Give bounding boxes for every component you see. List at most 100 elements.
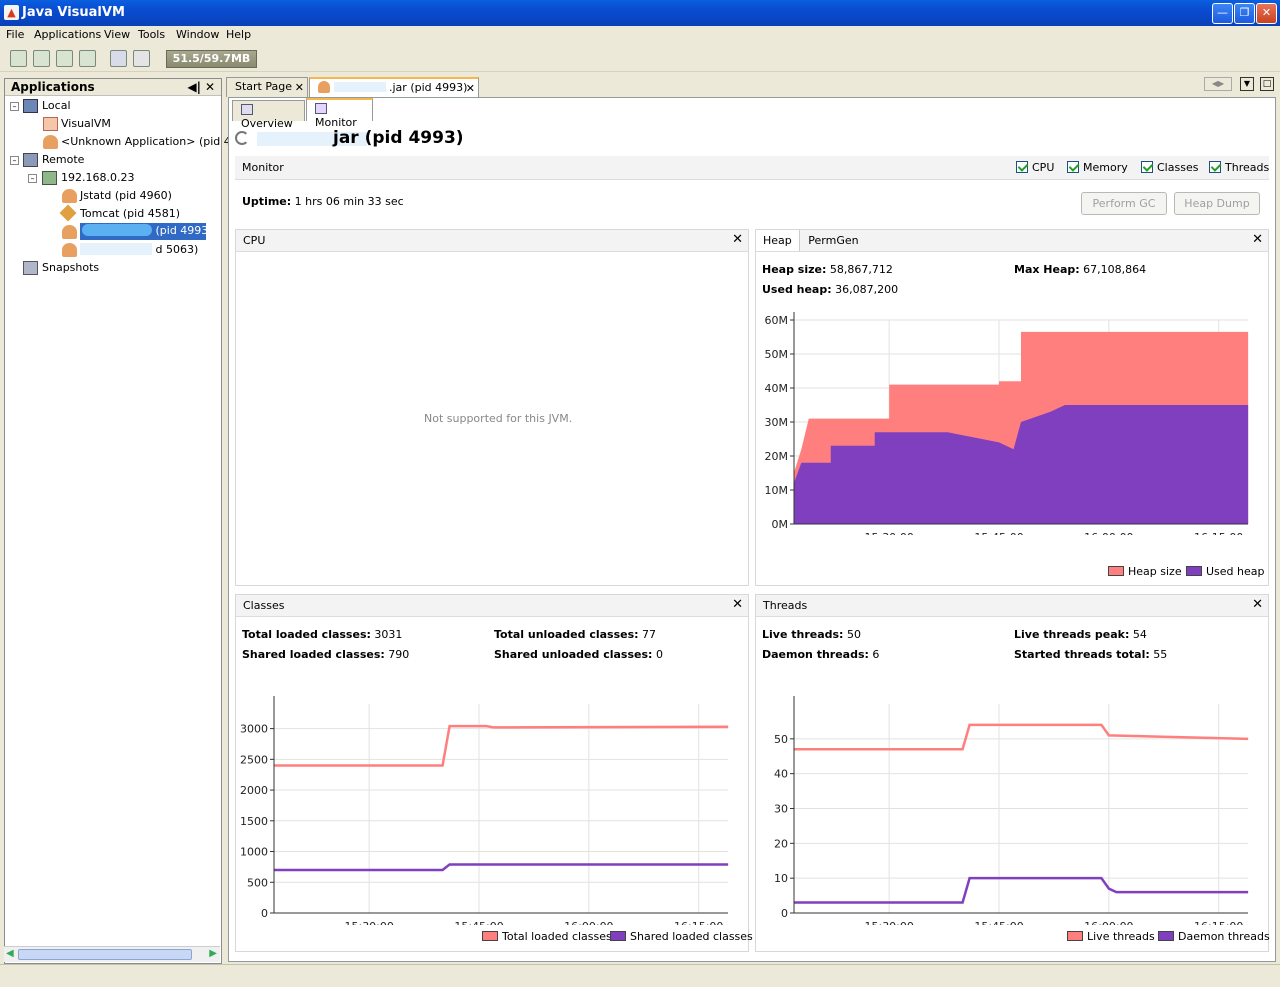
status-bar [0,964,1280,987]
scroll-tabs-icon[interactable]: ◀▶ [1204,77,1232,91]
close-panel-icon[interactable]: ✕ [204,80,215,94]
close-cpu-icon[interactable]: ✕ [732,232,743,247]
tab-application[interactable]: .jar (pid 4993) ✕ [309,77,479,97]
total-loaded-classes: Total loaded classes: 3031 [242,628,402,641]
tree-other-application[interactable]: d 5063) [80,242,198,258]
used-heap: Used heap: 36,087,200 [762,283,898,296]
window-titlebar: ▲ Java VisualVM [0,0,1280,26]
add-vm-coredump-icon[interactable] [56,50,73,67]
perform-gc-button[interactable]: Perform GC [1081,192,1167,215]
uptime: Uptime: 1 hrs 06 min 33 sec [242,195,404,208]
save-icon[interactable] [133,50,150,67]
legend-total-loaded-label: Total loaded classes [502,930,612,943]
tree-snapshots[interactable]: Snapshots [42,261,100,274]
menu-tools[interactable]: Tools [138,28,166,41]
tab-list-dropdown-icon[interactable]: ▼ [1240,77,1254,91]
close-tab-icon[interactable]: ✕ [465,82,475,95]
add-snapshot-icon[interactable] [79,50,96,67]
tree-jstatd[interactable]: Jstatd (pid 4960) [80,189,172,202]
menu-window[interactable]: Window [176,28,220,41]
applications-panel: Applications ◀| ✕ – Local VisualVM <Unkn… [4,78,245,964]
memory-checkbox[interactable]: Memory [1067,161,1128,174]
tree-local[interactable]: Local [42,99,71,112]
x-tick-label: 16:15:00 [1194,920,1243,925]
tree-remote[interactable]: Remote [42,153,85,166]
live-threads-peak-label: Live threads peak: [1014,628,1130,641]
heap-tab[interactable]: Heap [756,230,800,251]
y-tick-label: 1000 [240,846,268,859]
uptime-value: 1 hrs 06 min 33 sec [294,195,404,208]
menu-help[interactable]: Help [226,28,252,41]
minimize-panel-icon[interactable]: ◀| [187,80,201,94]
maximize-tab-icon[interactable]: □ [1260,77,1274,91]
heap-chart: 15:30:00 15:45:00 16:00:00 16:15:00 0M 10M 20M… [765,312,1249,535]
collapse-remote-icon[interactable]: – [10,156,19,165]
close-tab-icon[interactable]: ✕ [294,81,304,94]
add-remote-host-icon[interactable] [33,50,50,67]
threads-checkbox[interactable]: Threads [1209,161,1269,174]
tab-start-page[interactable]: Start Page ✕ [226,77,308,97]
load-snapshot-icon[interactable] [110,50,127,67]
redacted-name [80,243,152,255]
permgen-tab[interactable]: PermGen [808,234,859,247]
close-classes-icon[interactable]: ✕ [732,597,743,612]
subtab-overview[interactable]: Overview [232,100,305,130]
legend-daemon-threads-label: Daemon threads [1178,930,1270,943]
y-tick-label: 500 [247,876,268,889]
used-heap-value: 36,087,200 [835,283,899,296]
java-cup-icon [62,243,77,257]
threads-section-header: Threads ✕ [756,595,1268,617]
close-button[interactable]: ✕ [1256,3,1277,24]
memory-meter[interactable]: 51.5/59.7MB [166,50,257,68]
subtab-monitor-label: Monitor [315,116,357,129]
subtab-overview-label: Overview [241,117,293,130]
cpu-checkbox[interactable]: CPU [1016,161,1054,174]
tree-selected-application[interactable]: (pid 4993) [80,223,213,240]
legend-shared-loaded: Shared loaded classes [610,930,753,943]
tree-visualvm[interactable]: VisualVM [61,117,111,130]
daemon-threads-label: Daemon threads: [762,648,869,661]
close-heap-icon[interactable]: ✕ [1252,232,1263,247]
snapshots-icon [23,261,38,275]
menu-file[interactable]: File [6,28,25,41]
subtab-monitor[interactable]: Monitor [306,98,373,129]
max-heap-label: Max Heap: [1014,263,1080,276]
minimize-button[interactable]: — [1212,3,1233,24]
close-threads-icon[interactable]: ✕ [1252,597,1263,612]
legend-total-loaded: Total loaded classes [482,930,612,943]
legend-live-threads: Live threads [1067,930,1155,943]
y-tick-label: 30 [774,803,788,816]
heap-dump-button[interactable]: Heap Dump [1174,192,1260,215]
tab-start-page-label: Start Page [235,80,292,93]
used-heap-label: Used heap: [762,283,832,296]
menu-view[interactable]: View [104,28,131,41]
collapse-host-icon[interactable]: – [28,174,37,183]
scroll-thumb[interactable] [18,949,192,960]
heap-size-label: Heap size: [762,263,827,276]
classes-checkbox[interactable]: Classes [1141,161,1198,174]
scroll-left-icon[interactable]: ◀ [6,948,14,959]
y-tick-label: 10 [774,872,788,885]
visualvm-app-icon: ▲ [4,5,19,20]
y-tick-label: 0 [781,907,788,920]
window-title: Java VisualVM [22,5,125,20]
y-tick-label: 30M [765,416,789,429]
cpu-checkbox-label: CPU [1032,161,1055,174]
collapse-local-icon[interactable]: – [10,102,19,111]
y-tick-label: 50 [774,733,788,746]
menu-applications[interactable]: Applications [34,28,102,41]
tree-tomcat[interactable]: Tomcat (pid 4581) [80,207,180,220]
redacted-name [82,224,152,236]
scroll-right-icon[interactable]: ▶ [209,948,217,959]
y-tick-label: 60M [765,314,789,327]
tree-unknown-application[interactable]: <Unknown Application> (pid 406 [61,135,245,148]
other-app-label: d 5063) [155,243,199,256]
maximize-button[interactable]: ❐ [1234,3,1255,24]
checkbox-checked-icon [1209,161,1221,173]
started-threads-value: 55 [1153,648,1168,661]
legend-heap-size: Heap size [1108,565,1182,578]
add-jmx-connection-icon[interactable] [10,50,27,67]
tree-host[interactable]: 192.168.0.23 [61,171,135,184]
heap-section-header: Heap PermGen ✕ [756,230,1268,252]
horizontal-scrollbar[interactable]: ◀ ▶ [4,946,220,962]
